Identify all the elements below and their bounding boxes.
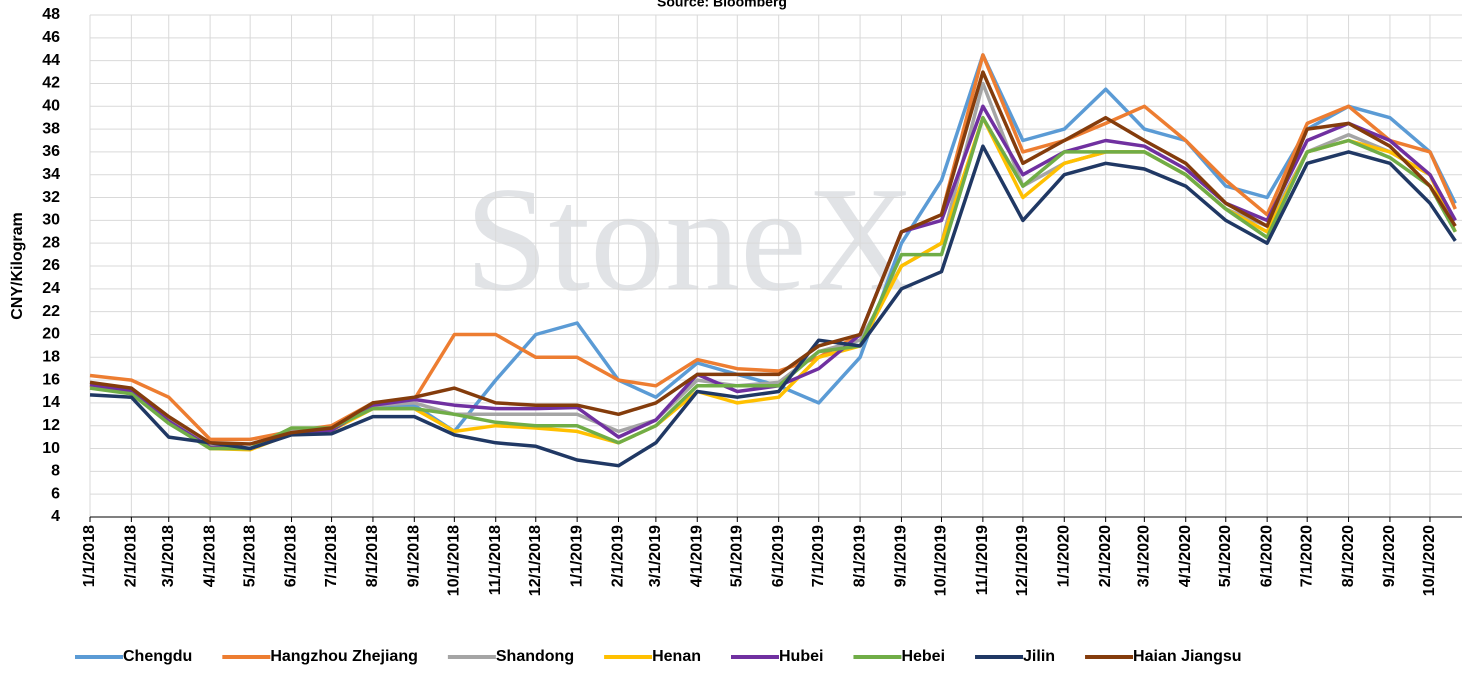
x-tick-label: 12/1/2018 bbox=[527, 525, 544, 596]
chart-title: Source: Bloomberg bbox=[657, 0, 787, 10]
y-tick-label: 18 bbox=[42, 348, 60, 365]
x-tick-label: 10/1/2018 bbox=[446, 525, 463, 596]
x-tick-label: 2/1/2018 bbox=[123, 525, 140, 587]
x-tick-label: 8/1/2020 bbox=[1340, 525, 1357, 587]
x-tick-label: 7/1/2019 bbox=[810, 525, 827, 587]
x-tick-label: 1/1/2020 bbox=[1055, 525, 1072, 587]
y-tick-label: 16 bbox=[42, 371, 60, 388]
y-tick-label: 36 bbox=[42, 143, 60, 160]
x-tick-label: 2/1/2019 bbox=[610, 525, 627, 587]
x-tick-label: 2/1/2020 bbox=[1097, 525, 1114, 587]
y-tick-label: 32 bbox=[42, 189, 60, 206]
y-axis-label: CNY/Kilogram bbox=[9, 212, 26, 320]
legend-label: Chengdu bbox=[123, 648, 192, 665]
x-tick-label: 8/1/2018 bbox=[364, 525, 381, 587]
x-tick-label: 1/1/2018 bbox=[81, 525, 98, 587]
x-tick-label: 7/1/2020 bbox=[1298, 525, 1315, 587]
x-tick-label: 1/1/2019 bbox=[568, 525, 585, 587]
y-tick-label: 38 bbox=[42, 120, 60, 137]
legend-label: Haian Jiangsu bbox=[1133, 648, 1241, 665]
y-tick-label: 30 bbox=[42, 212, 60, 229]
y-tick-label: 20 bbox=[42, 326, 60, 343]
y-tick-label: 10 bbox=[42, 440, 60, 457]
y-tick-label: 14 bbox=[42, 394, 60, 411]
series-line bbox=[89, 144, 1457, 468]
y-tick-label: 40 bbox=[42, 97, 60, 114]
x-tick-label: 10/1/2019 bbox=[933, 525, 950, 596]
x-tick-label: 9/1/2018 bbox=[406, 525, 423, 587]
x-tick-label: 6/1/2018 bbox=[283, 525, 300, 587]
y-tick-label: 26 bbox=[42, 257, 60, 274]
x-tick-label: 3/1/2018 bbox=[160, 525, 177, 587]
x-tick-label: 5/1/2019 bbox=[729, 525, 746, 587]
legend-label: Henan bbox=[652, 648, 701, 665]
y-tick-label: 48 bbox=[42, 6, 60, 23]
y-tick-label: 44 bbox=[42, 52, 60, 69]
legend-label: Jilin bbox=[1023, 648, 1055, 665]
legend-label: Hebei bbox=[901, 648, 945, 665]
x-tick-label: 9/1/2020 bbox=[1381, 525, 1398, 587]
x-tick-label: 4/1/2018 bbox=[201, 525, 218, 587]
x-tick-label: 3/1/2020 bbox=[1136, 525, 1153, 587]
legend-label: Shandong bbox=[496, 648, 574, 665]
x-tick-label: 11/1/2019 bbox=[974, 525, 991, 595]
x-tick-label: 5/1/2020 bbox=[1217, 525, 1234, 587]
x-tick-label: 4/1/2020 bbox=[1177, 525, 1194, 587]
x-tick-label: 6/1/2019 bbox=[770, 525, 787, 587]
x-tick-label: 4/1/2019 bbox=[688, 525, 705, 587]
watermark: StoneX bbox=[465, 156, 915, 322]
y-tick-label: 46 bbox=[42, 29, 60, 46]
y-tick-label: 4 bbox=[51, 508, 60, 525]
x-tick-label: 10/1/2020 bbox=[1421, 525, 1438, 596]
y-tick-label: 42 bbox=[42, 75, 60, 92]
y-tick-label: 28 bbox=[42, 234, 60, 251]
legend-label: Hangzhou Zhejiang bbox=[270, 648, 418, 665]
x-tick-label: 3/1/2019 bbox=[647, 525, 664, 587]
y-tick-label: 8 bbox=[51, 463, 60, 480]
x-tick-label: 7/1/2018 bbox=[323, 525, 340, 587]
y-tick-label: 24 bbox=[42, 280, 60, 297]
x-tick-label: 9/1/2019 bbox=[893, 525, 910, 587]
legend-label: Hubei bbox=[779, 648, 823, 665]
x-tick-label: 6/1/2020 bbox=[1258, 525, 1275, 587]
series-line bbox=[89, 70, 1457, 446]
y-tick-label: 6 bbox=[51, 485, 60, 502]
x-tick-label: 12/1/2019 bbox=[1014, 525, 1031, 596]
x-tick-label: 11/1/2018 bbox=[487, 525, 504, 595]
y-tick-label: 34 bbox=[42, 166, 60, 183]
y-tick-label: 12 bbox=[42, 417, 60, 434]
x-tick-label: 5/1/2018 bbox=[241, 525, 258, 587]
y-tick-label: 22 bbox=[42, 303, 60, 320]
x-tick-label: 8/1/2019 bbox=[851, 525, 868, 587]
